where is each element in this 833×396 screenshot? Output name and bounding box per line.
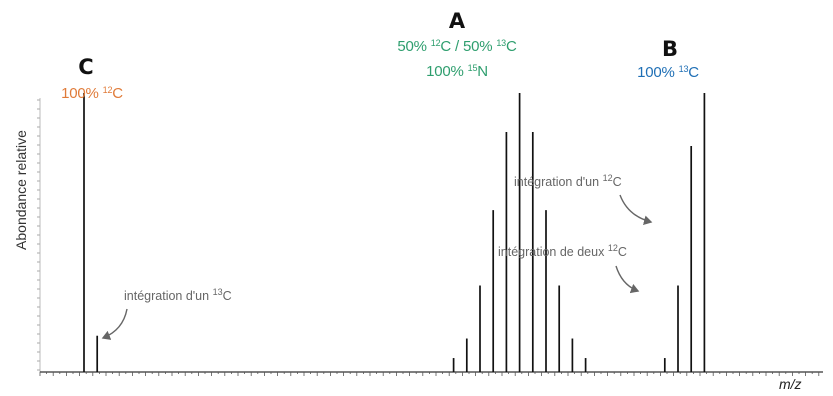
arrow-b-two-12c	[615, 265, 640, 294]
annotation-b-12c-text: intégration d'un	[514, 175, 603, 189]
annotation-c-13c: intégration d'un 13C	[124, 287, 232, 304]
x-axis-label: m/z	[779, 376, 802, 392]
annotation-b-12c-tail: C	[612, 175, 622, 189]
annotation-c-13c-text: intégration d'un	[124, 289, 213, 303]
annotation-b-two-12c-text: intégration de deux	[498, 245, 608, 259]
group-label-c-tail: C	[112, 85, 123, 102]
group-label-a-line2-iso: 15	[467, 63, 478, 73]
group-label-a-line1-part2: C / 50%	[440, 38, 497, 55]
group-letter-b: B	[661, 37, 679, 61]
annotation-b-two-12c-iso: 12	[607, 243, 618, 253]
group-label-a-line1-part3: C	[505, 38, 517, 55]
group-label-b-text: 100%	[637, 64, 679, 81]
y-axis-label: Abondance relative	[13, 130, 29, 250]
group-letter-a: A	[448, 9, 466, 33]
group-label-a-line2-part2: N	[477, 63, 488, 80]
arrow-b-12c	[619, 194, 653, 225]
group-label-b-tail: C	[688, 64, 699, 81]
annotation-b-two-12c-tail: C	[617, 245, 627, 259]
group-letter-c: C	[78, 55, 94, 79]
group-label-a-line1-part1: 50%	[397, 38, 431, 55]
group-label-a-line2-part1: 100%	[426, 63, 468, 80]
group-label-b: 100% 13C	[637, 64, 699, 81]
annotation-b-12c: intégration d'un 12C	[514, 173, 622, 190]
group-label-a-line1: 50% 12C / 50% 13C	[397, 38, 516, 55]
annotation-b-12c-iso: 12	[602, 173, 613, 183]
group-label-b-iso: 13	[678, 64, 689, 74]
annotation-b-two-12c: intégration de deux 12C	[498, 243, 627, 260]
group-label-a-line1-iso1: 12	[430, 38, 441, 48]
annotation-c-13c-tail: C	[222, 289, 232, 303]
arrow-c-13c	[101, 308, 128, 340]
group-label-c-text: 100%	[61, 85, 103, 102]
group-label-c: 100% 12C	[61, 85, 123, 102]
group-label-a-line2: 100% 15N	[426, 63, 488, 80]
annotation-c-13c-iso: 13	[212, 287, 223, 297]
group-label-c-iso: 12	[102, 85, 113, 95]
group-label-a-line1-iso2: 13	[496, 38, 506, 48]
